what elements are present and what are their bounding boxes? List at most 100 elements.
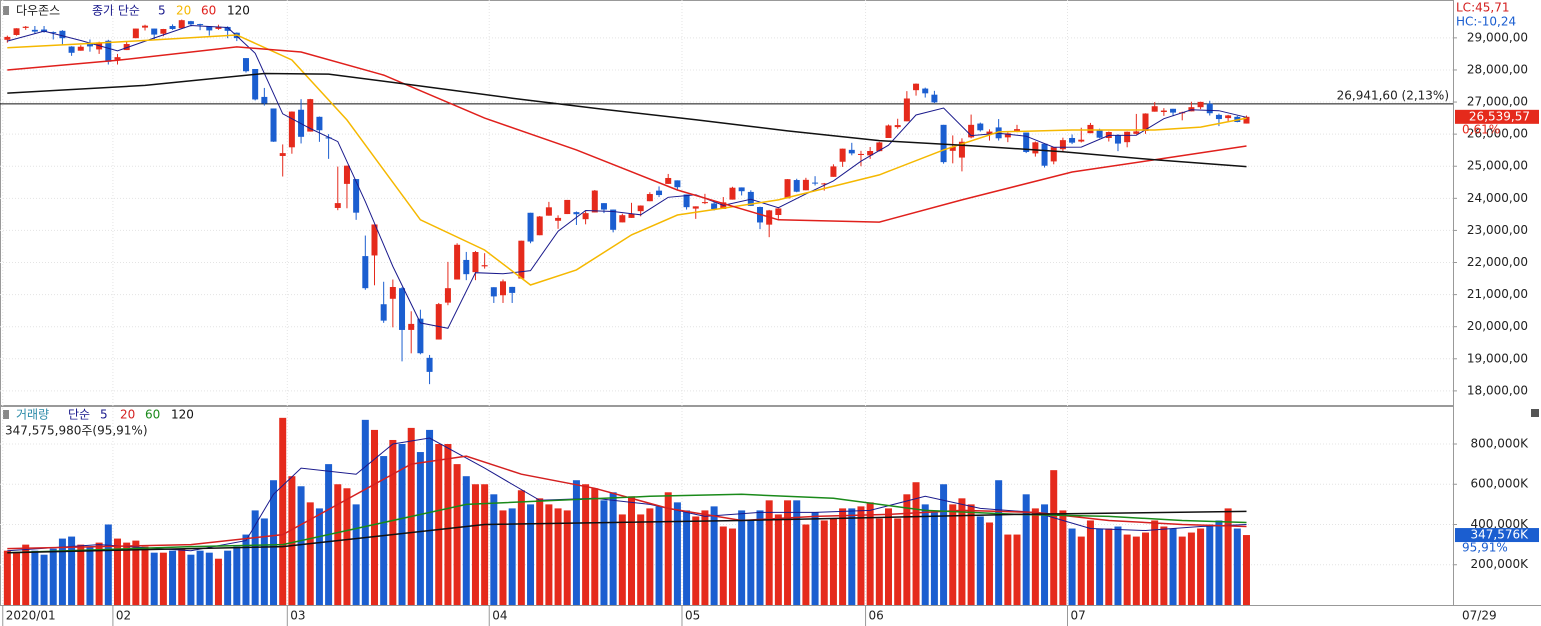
y-tick-label: 29,000,00 — [1467, 30, 1528, 44]
legend-label: 60 — [145, 408, 160, 422]
candle-body — [1059, 140, 1066, 150]
y-tick-label: 19,000,00 — [1467, 351, 1528, 365]
volume-bar — [517, 490, 525, 605]
candle-body — [913, 83, 920, 91]
candle-body — [463, 259, 470, 275]
volume-bar — [141, 546, 149, 605]
volume-pct: 95,91% — [1462, 541, 1508, 555]
volume-bar — [77, 544, 85, 605]
volume-bar — [1086, 520, 1094, 605]
volume-bar — [334, 484, 342, 605]
volume-bar — [572, 480, 580, 605]
volume-bar — [1041, 504, 1049, 605]
candle-body — [885, 125, 892, 138]
volume-bar — [205, 552, 213, 605]
ma-line — [7, 493, 1247, 554]
candle-body — [380, 304, 387, 321]
volume-bar — [389, 439, 397, 605]
volume-bar — [591, 488, 599, 605]
candle-body — [1078, 139, 1085, 142]
candle-body — [1188, 107, 1195, 112]
y-tick-label: 22,000,00 — [1467, 255, 1528, 269]
candle-body — [279, 153, 286, 156]
volume-bar — [609, 492, 617, 605]
volume-bar — [113, 538, 121, 605]
reference-label: 26,941,60 (2,13%) — [1337, 88, 1449, 102]
volume-bar — [13, 552, 21, 605]
candle-body — [270, 108, 277, 142]
candle-body — [1069, 137, 1076, 143]
candle-body — [894, 125, 901, 128]
candle-body — [711, 203, 718, 210]
volume-bar — [58, 538, 66, 605]
volume-bar — [444, 443, 452, 605]
volume-tag-label: 347,576K — [1471, 528, 1530, 542]
candle-body — [224, 26, 231, 31]
price-legend-prefix: 종가 단순 — [92, 4, 140, 18]
volume-bar — [169, 550, 177, 605]
candle-body — [444, 288, 451, 303]
volume-bar — [453, 464, 461, 605]
volume-bar — [196, 550, 204, 605]
volume-bar — [242, 534, 250, 605]
candle-body — [1087, 124, 1094, 134]
volume-bar — [673, 502, 681, 605]
panel-button[interactable] — [1531, 409, 1539, 417]
candle-body — [555, 217, 562, 221]
volume-bar — [1105, 528, 1113, 605]
x-tick-label: 05 — [685, 609, 700, 623]
volume-bar — [481, 484, 489, 605]
candle-body — [729, 187, 736, 200]
volume-bar — [1132, 536, 1140, 605]
candle-body — [1133, 131, 1140, 134]
volume-bar — [1031, 508, 1039, 605]
candle-body — [151, 28, 158, 35]
volume-bar — [499, 510, 507, 605]
candle-body — [206, 26, 213, 31]
volume-bar — [857, 506, 865, 605]
candle-body — [187, 21, 194, 25]
candle-body — [674, 180, 681, 188]
volume-bar — [738, 510, 746, 605]
volume-bar — [802, 524, 810, 605]
y-tick-label: 600,000K — [1471, 477, 1530, 491]
date-label: 07/29 — [1462, 609, 1497, 623]
x-tick-label: 07 — [1070, 609, 1085, 623]
candle-body — [867, 150, 874, 156]
volume-bar — [600, 500, 608, 605]
volume-bar — [930, 512, 938, 605]
volume-bar — [627, 496, 635, 605]
volume-bar — [655, 506, 663, 605]
candle-body — [509, 286, 516, 293]
price-panel — [0, 0, 1454, 406]
candle-body — [637, 205, 644, 212]
volume-bar — [692, 516, 700, 605]
volume-bar — [967, 504, 975, 605]
volume-bar — [554, 508, 562, 605]
candle-body — [784, 179, 791, 199]
legend-label: 5 — [100, 408, 108, 422]
volume-bar — [921, 504, 929, 605]
candle-body — [1151, 106, 1158, 112]
price-tag — [1455, 109, 1539, 124]
volume-bar — [1169, 528, 1177, 605]
candle-body — [619, 215, 626, 223]
volume-bar — [1022, 494, 1030, 605]
volume-bar — [1242, 535, 1250, 605]
volume-bar — [774, 514, 782, 605]
candle-body — [821, 183, 828, 185]
volume-bar — [1224, 508, 1232, 605]
volume-bar — [683, 510, 691, 605]
volume-bar — [416, 452, 424, 605]
candle-body — [701, 202, 708, 204]
candle-body — [169, 25, 176, 30]
ma-line — [7, 46, 1247, 223]
volume-title: 거래량 — [16, 408, 49, 422]
volume-bar — [490, 494, 498, 605]
volume-bar — [995, 480, 1003, 605]
candle-body — [362, 256, 369, 289]
candle-body — [573, 212, 580, 215]
candle-body — [408, 323, 415, 330]
volume-bar — [260, 518, 268, 605]
volume-bar — [866, 502, 874, 605]
